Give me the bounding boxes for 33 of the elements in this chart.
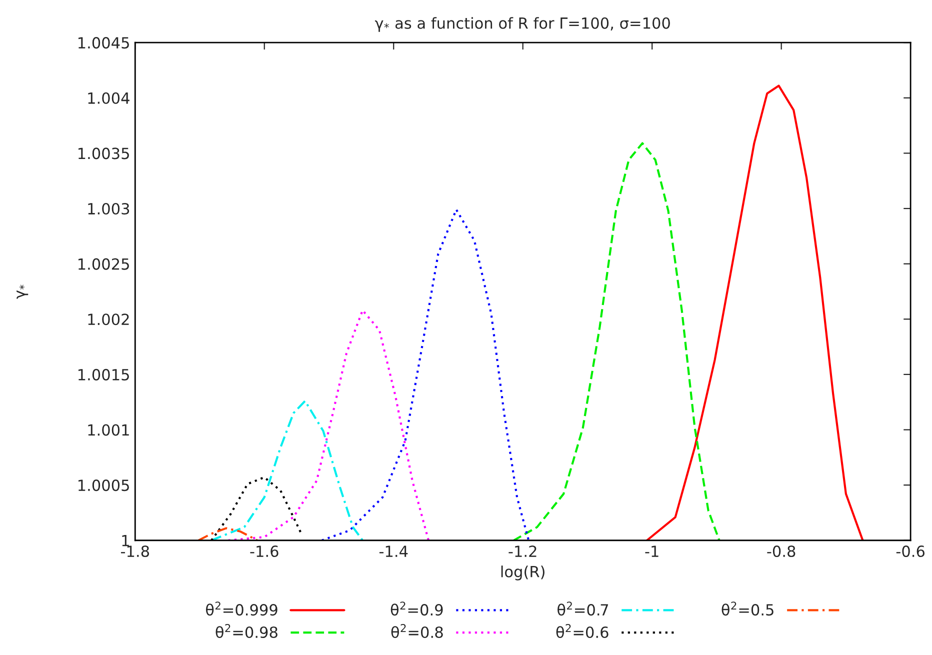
legend-label: θ$^{2}$=0.7	[558, 602, 608, 616]
x-tick-label: -0.8	[767, 546, 796, 558]
y-axis-title: γ$_{*}$	[16, 284, 28, 299]
legend-label: θ$^{2}$=0.9	[390, 602, 443, 616]
legend-label: θ$^{2}$=0.6	[556, 624, 608, 638]
y-tick-label: 1.0005	[78, 480, 129, 492]
line-series	[197, 527, 258, 540]
line-series	[646, 84, 864, 540]
x-tick-label: -1.2	[508, 546, 536, 557]
y-tick-label: 1.0045	[78, 37, 129, 49]
legend-label: θ$^{2}$=0.98	[216, 624, 278, 638]
x-tick-label: -1.8	[120, 546, 149, 558]
legend-label: θ$^{2}$=0.8	[391, 624, 443, 638]
x-tick-label: -1	[645, 546, 658, 557]
line-series	[512, 142, 720, 540]
chart-title: γ$_{*}$ as a function of R for Γ=100, σ=100	[374, 17, 670, 32]
y-tick-label: 1.001	[88, 424, 129, 436]
line-series	[320, 208, 530, 540]
y-tick-label: 1.0015	[78, 368, 129, 380]
x-tick-label: -0.6	[896, 546, 925, 558]
y-tick-label: 1.0035	[78, 148, 129, 160]
x-axis-title: log(R)	[501, 566, 544, 580]
legend-label: θ$^{2}$=0.5	[722, 602, 774, 616]
y-tick-label: 1.0025	[78, 258, 129, 270]
legend-label: θ$^{2}$=0.999	[206, 602, 278, 616]
x-tick-label: -1.4	[379, 546, 408, 557]
line-series	[227, 309, 430, 540]
x-tick-label: -1.6	[250, 546, 278, 558]
y-tick-label: 1.004	[88, 92, 130, 104]
line-series	[210, 400, 364, 540]
y-tick-label: 1.003	[88, 202, 130, 215]
y-tick-label: 1	[122, 535, 129, 546]
y-tick-label: 1.002	[88, 314, 129, 326]
